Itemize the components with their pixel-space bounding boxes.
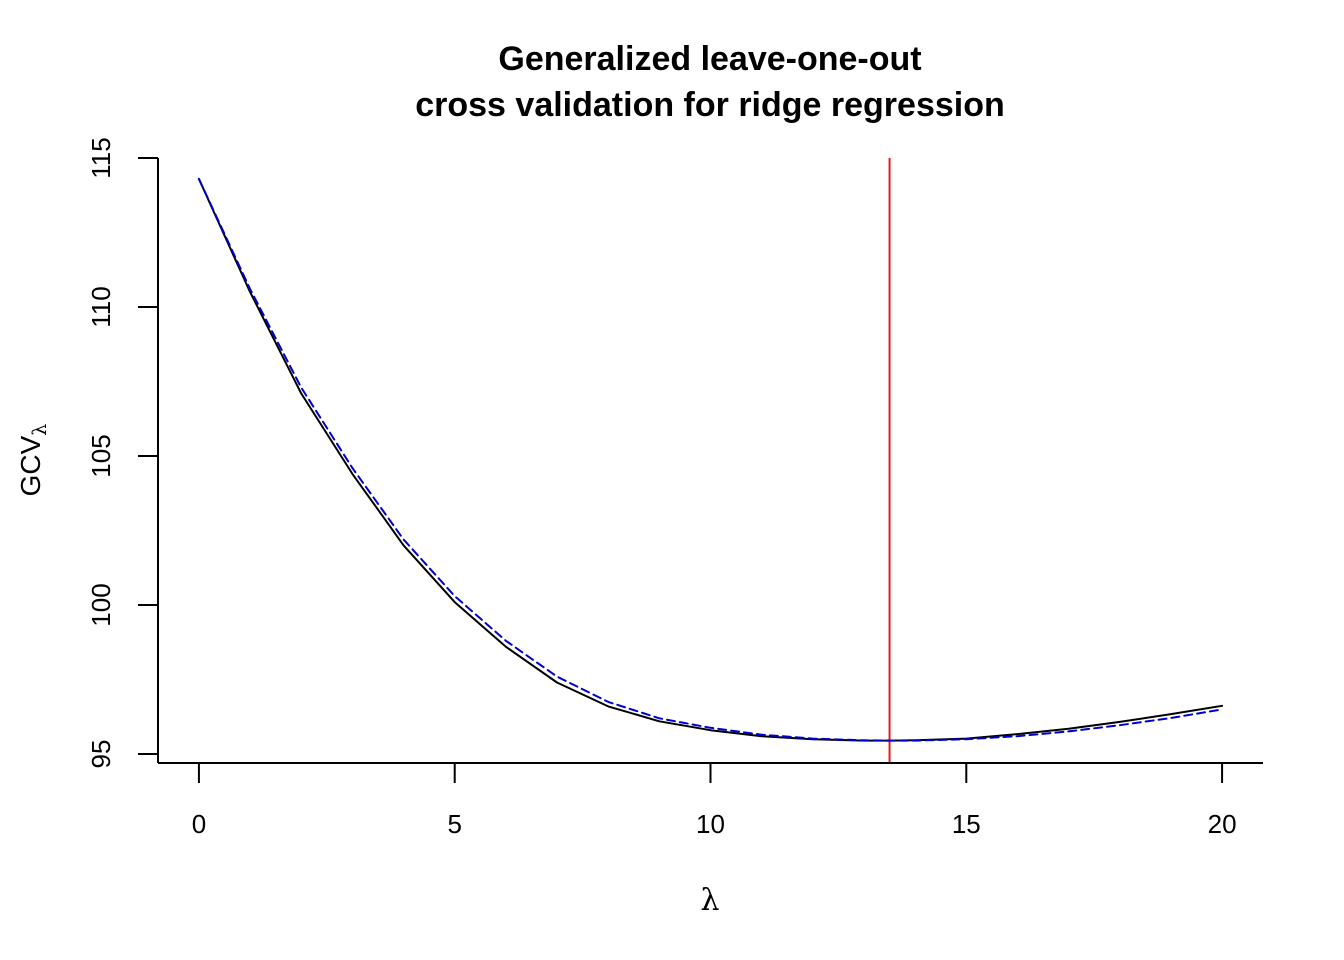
gcv-curve-solid (197, 177, 1224, 742)
y-ticks: 95 100 105 110 115 (86, 137, 158, 769)
y-axis-label-main: GCV (15, 435, 46, 496)
x-tick-label: 0 (192, 809, 206, 839)
chart-title-line-2: cross validation for ridge regression (415, 86, 1005, 124)
x-tick-label: 5 (447, 809, 461, 839)
y-tick-label: 95 (86, 740, 116, 769)
gcv-curve-dashed (197, 177, 1224, 742)
x-tick-label: 20 (1208, 809, 1237, 839)
y-tick-label: 100 (86, 583, 116, 626)
y-axis-label: GCVλ (15, 424, 51, 497)
y-tick-label: 115 (86, 137, 116, 178)
y-axis-label-subscript: λ (29, 424, 51, 436)
y-tick-label: 110 (86, 286, 116, 327)
y-tick-label: 105 (86, 434, 116, 477)
x-axis-label: λ (700, 883, 719, 918)
chart-title-line-1: Generalized leave-one-out (498, 40, 921, 78)
x-tick-label: 10 (696, 809, 725, 839)
x-ticks: 0 5 10 15 20 (192, 763, 1237, 839)
x-tick-label: 15 (952, 809, 981, 839)
plot-layer (197, 158, 1224, 763)
